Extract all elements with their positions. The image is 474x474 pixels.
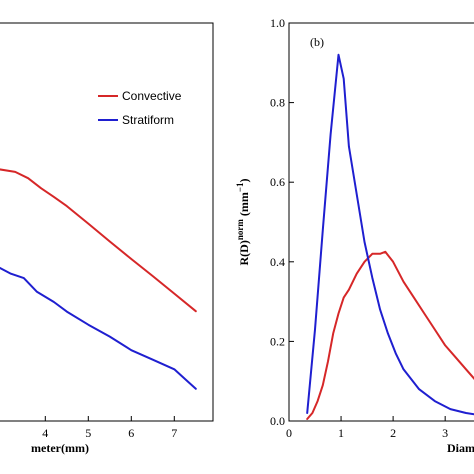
panel-a-x-tick-label: 6 [128, 426, 134, 440]
panel-b-y-tick-label: 0.0 [270, 414, 285, 428]
panel-b-x-tick-label: 0 [286, 426, 292, 440]
panel-a-x-axis-title: meter(mm) [31, 441, 89, 455]
panel-b-y-tick-label: 1.0 [270, 16, 285, 30]
panel-b-series-convective [306, 250, 474, 420]
panel-a-x-tick-label: 4 [42, 426, 48, 440]
panel-b-series-stratiform [306, 53, 474, 416]
panel-b-y-tick-label: 0.6 [270, 175, 285, 189]
panel-a-x-tick-label: 5 [85, 426, 91, 440]
legend-label-stratiform: Stratiform [122, 113, 174, 127]
panel-b-label: (b) [310, 35, 324, 49]
panel-a-x-tick-label: 7 [171, 426, 177, 440]
panel-b-ticks: 0 1 2 3 0.0 0.2 0.4 0.6 0.8 1.0 [270, 16, 448, 440]
panel-a-plot-frame [0, 22, 214, 422]
panel-b: 0 1 2 3 0.0 0.2 0.4 0.6 0.8 1.0 (b) Diam R(D)norm… [235, 16, 474, 455]
legend: Convective Stratiform [98, 89, 182, 127]
panel-a-x-ticks: 4 5 6 7 [42, 416, 177, 440]
panel-b-y-tick-label: 0.2 [270, 334, 285, 348]
panel-b-x-tick-label: 1 [338, 426, 344, 440]
panel-a-series-stratiform [0, 266, 197, 390]
panel-b-y-tick-label: 0.4 [270, 255, 285, 269]
panel-b-plot-frame [288, 22, 474, 422]
panel-a-series-convective [0, 168, 197, 313]
panel-b-y-tick-label: 0.8 [270, 96, 285, 110]
panel-b-x-tick-label: 2 [390, 426, 396, 440]
panel-b-y-axis-title: R(D)norm (mm−1) [235, 179, 251, 266]
panel-b-x-axis-title: Diam [447, 441, 474, 455]
legend-label-convective: Convective [122, 89, 182, 103]
panel-b-series [306, 53, 474, 420]
panel-a: 4 5 6 7 meter(mm) Convective Stratiform [0, 22, 214, 455]
panel-b-x-tick-label: 3 [442, 426, 448, 440]
panel-a-series [0, 168, 197, 390]
